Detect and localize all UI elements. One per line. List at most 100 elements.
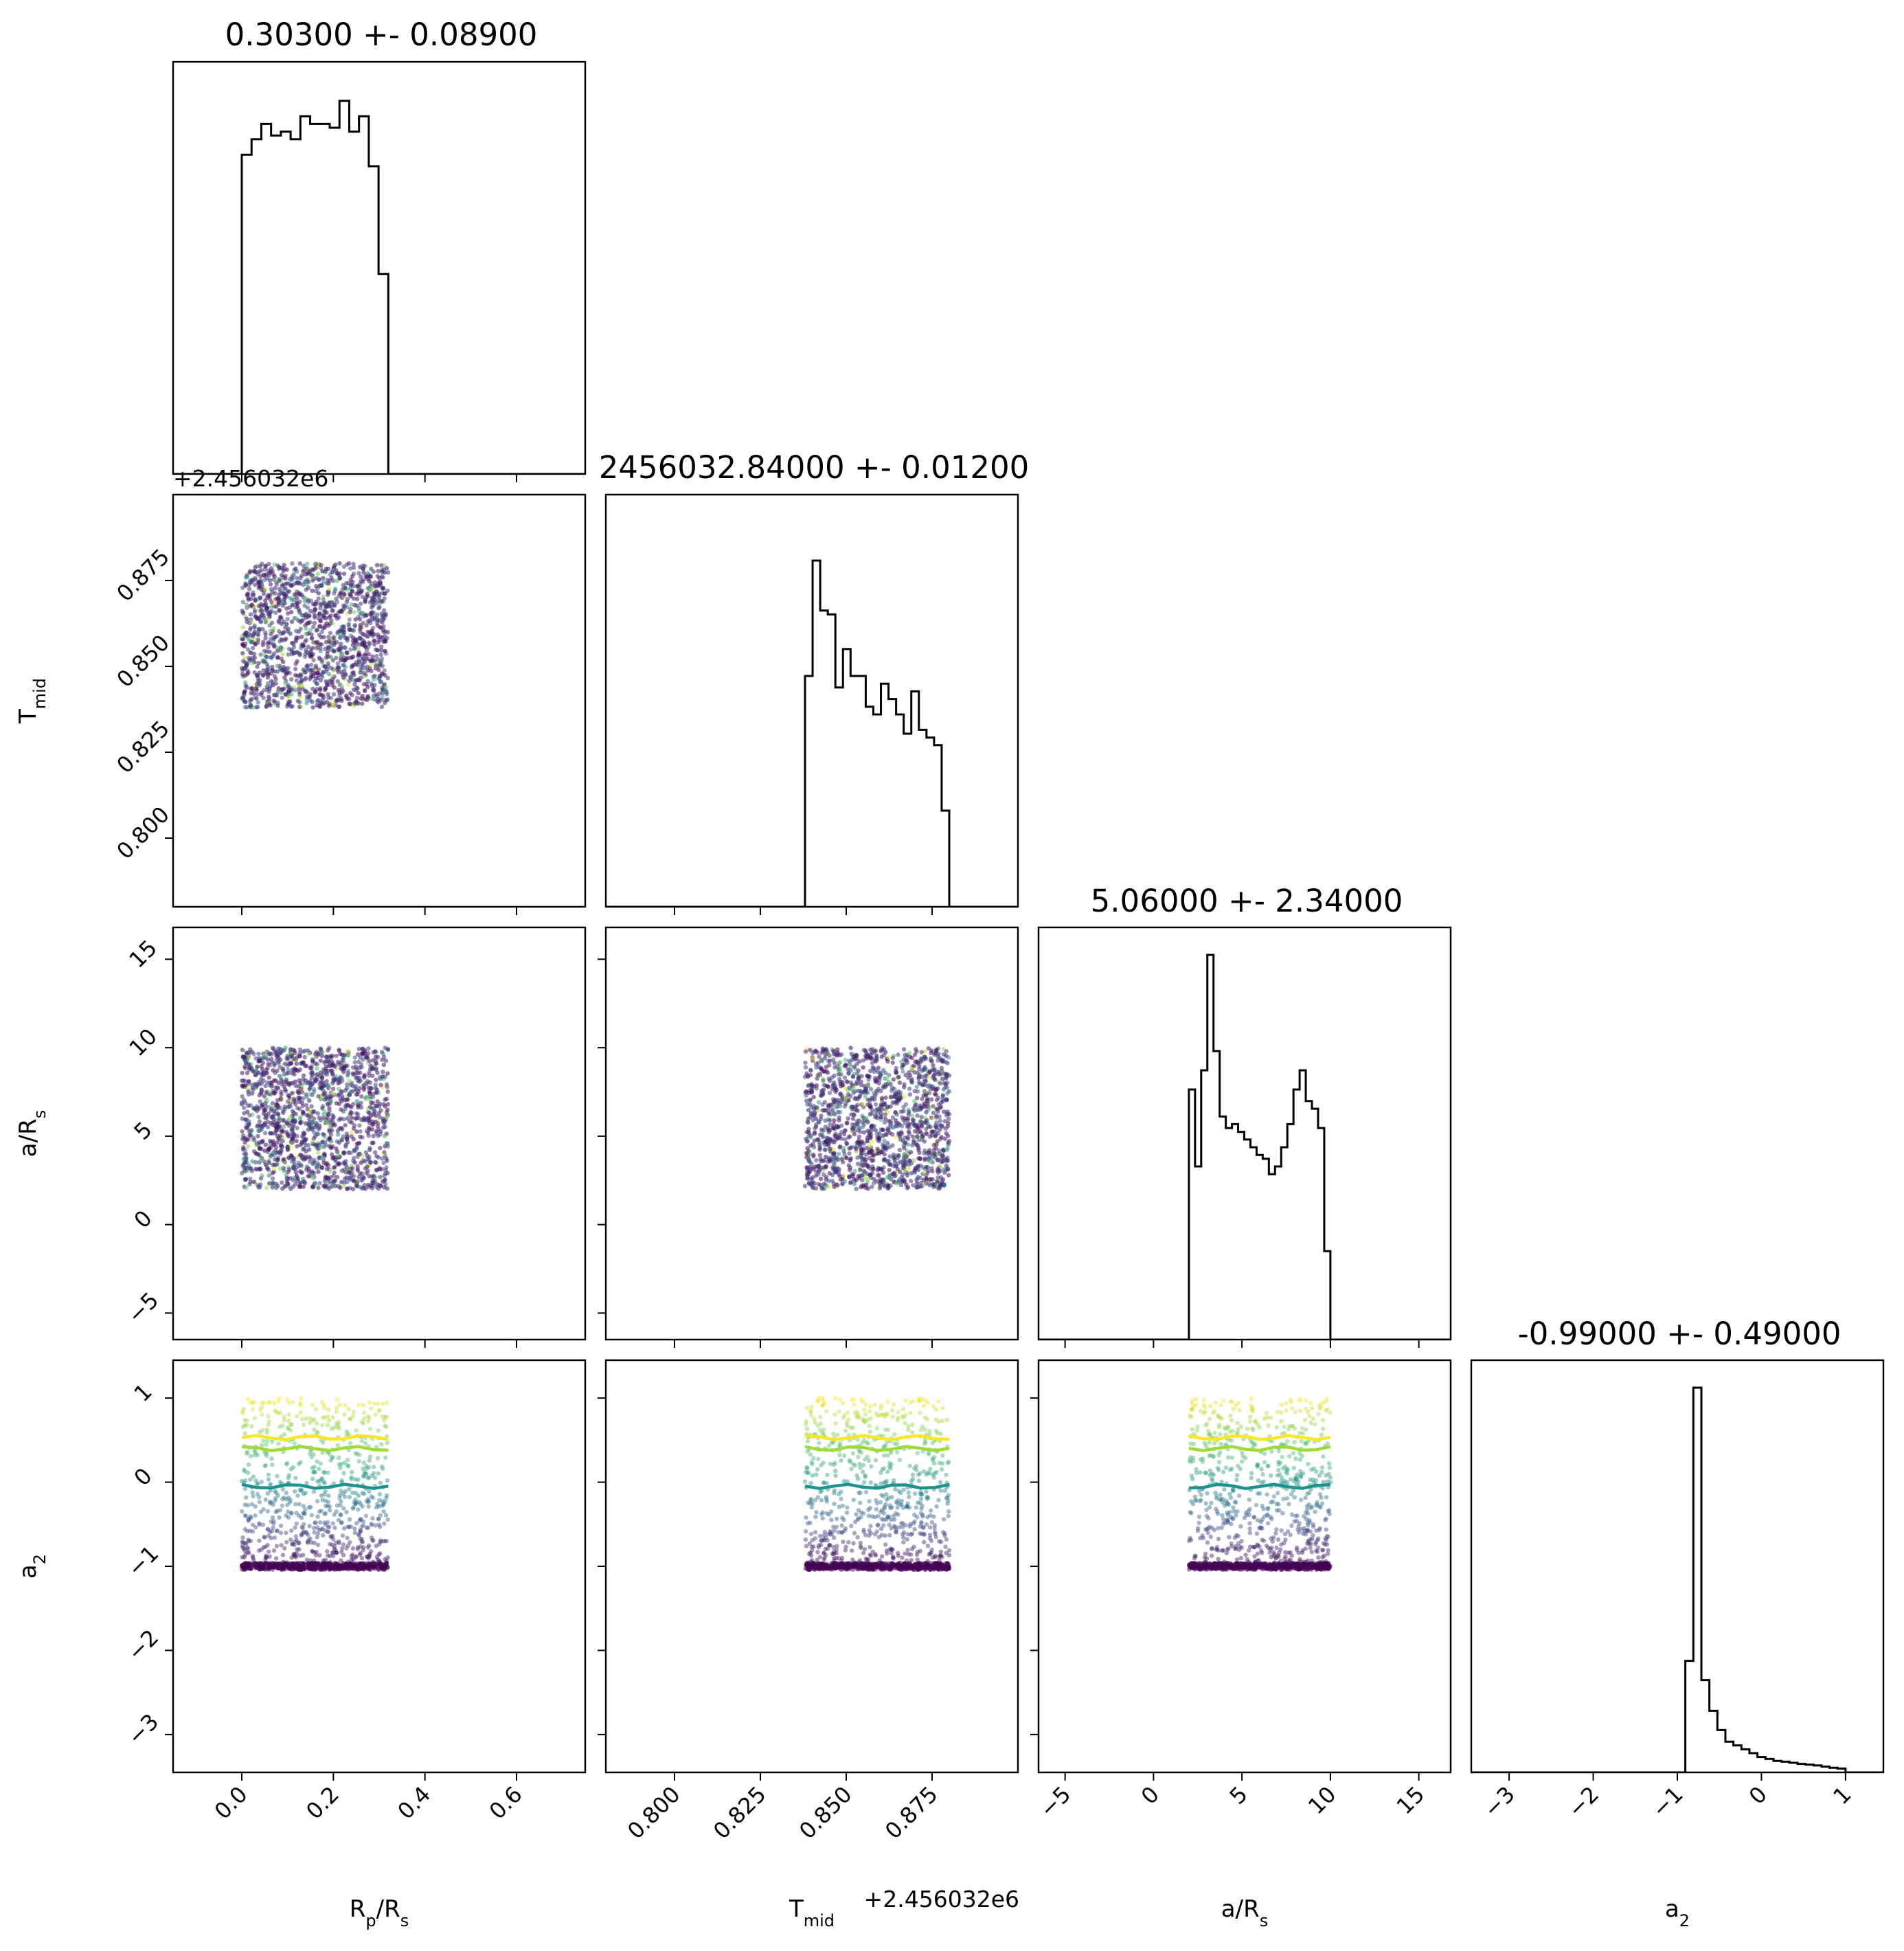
scatter-point — [290, 1159, 295, 1164]
scatter-point — [345, 1562, 350, 1567]
scatter-point — [349, 1130, 354, 1135]
scatter-point — [836, 1072, 841, 1076]
scatter-point — [890, 1055, 895, 1061]
scatter-point — [366, 1046, 371, 1051]
scatter-point — [835, 1183, 840, 1188]
scatter-point — [306, 1169, 312, 1174]
scatter-point — [335, 1406, 339, 1410]
scatter-point — [354, 1561, 359, 1566]
scatter-point — [383, 1562, 389, 1567]
scatter-point — [242, 1431, 248, 1436]
scatter-point — [291, 1096, 297, 1102]
scatter-point — [331, 692, 337, 697]
scatter-point — [843, 1137, 848, 1142]
scatter-point — [378, 644, 384, 649]
scatter-point — [868, 1173, 873, 1177]
scatter-point — [920, 1096, 925, 1101]
scatter-point — [328, 1175, 333, 1180]
scatter-point — [882, 1120, 887, 1125]
scatter-point — [371, 1134, 376, 1138]
scatter-point — [277, 1561, 283, 1566]
scatter-point — [284, 1461, 289, 1466]
scatter-point — [349, 1475, 354, 1480]
scatter-point — [354, 688, 359, 692]
scatter-point — [367, 1118, 372, 1123]
scatter-point — [348, 1151, 353, 1155]
scatter-point — [315, 1542, 321, 1548]
scatter-point — [342, 630, 347, 635]
scatter-point — [295, 1144, 299, 1149]
scatter-point — [310, 1418, 315, 1423]
scatter-point — [912, 1089, 917, 1094]
scatter-point — [337, 693, 342, 698]
scatter-point — [355, 1166, 360, 1172]
scatter-point — [378, 1175, 383, 1180]
scatter-point — [906, 1166, 911, 1171]
scatter-point — [383, 1499, 387, 1504]
scatter-point — [275, 1161, 280, 1166]
scatter-point — [246, 670, 251, 675]
scatter-point — [883, 1050, 888, 1055]
scatter-point — [299, 646, 304, 651]
scatter-point — [844, 1155, 849, 1160]
scatter-point — [268, 629, 273, 633]
scatter-point — [290, 561, 295, 566]
scatter-point — [334, 1561, 339, 1567]
scatter-point — [245, 591, 251, 596]
scatter-point — [302, 1522, 306, 1527]
scatter-point — [277, 577, 282, 582]
scatter-point — [350, 1506, 355, 1511]
scatter-point — [372, 1564, 377, 1569]
scatter-point — [339, 1094, 345, 1098]
scatter-point — [901, 1155, 906, 1160]
y-tick-label: 0.800 — [111, 801, 174, 864]
scatter-point — [243, 1155, 248, 1161]
scatter-point — [299, 1488, 304, 1493]
scatter-point — [830, 1178, 835, 1184]
scatter-point — [307, 1087, 312, 1092]
scatter-point — [355, 1184, 360, 1189]
scatter-point — [891, 1164, 896, 1169]
scatter-point — [327, 1101, 332, 1106]
scatter-point — [944, 1131, 949, 1136]
scatter-point — [269, 587, 274, 591]
scatter-point — [364, 1561, 370, 1566]
scatter-point — [303, 1063, 308, 1068]
scatter-point — [273, 610, 278, 615]
scatter-point — [249, 639, 254, 644]
scatter-point — [937, 1149, 942, 1153]
scatter-point — [358, 675, 363, 680]
scatter-point — [377, 1104, 382, 1109]
scatter-point — [359, 625, 363, 630]
scatter-point — [332, 635, 337, 640]
scatter-point — [284, 1071, 289, 1076]
scatter-point — [282, 1107, 287, 1112]
scatter-point — [343, 1566, 348, 1570]
scatter-point — [361, 1561, 366, 1566]
scatter-point — [940, 1147, 946, 1152]
scatter-point — [257, 1119, 262, 1124]
scatter-point — [246, 1061, 251, 1067]
scatter-point — [921, 1079, 927, 1084]
scatter-point — [288, 677, 294, 682]
scatter-point — [872, 1097, 877, 1102]
scatter-point — [824, 1065, 829, 1070]
scatter-point — [383, 1134, 387, 1139]
scatter-point — [896, 1052, 900, 1057]
scatter-point — [920, 1105, 925, 1110]
title-rp: 0.30300 +- 0.08900 — [225, 16, 538, 53]
scatter-point — [271, 626, 276, 631]
scatter-point — [353, 701, 358, 706]
scatter-point — [341, 1184, 346, 1188]
scatter-point — [383, 673, 387, 678]
scatter-point — [256, 704, 260, 710]
scatter-point — [371, 1050, 376, 1055]
scatter-point — [372, 677, 376, 681]
scatter-point — [852, 1131, 857, 1137]
scatter-point — [271, 577, 276, 582]
scatter-point — [249, 1401, 253, 1406]
scatter-point — [247, 1055, 251, 1059]
scatter-point — [343, 1144, 348, 1149]
scatter-point — [863, 1152, 869, 1157]
scatter-point — [266, 592, 271, 598]
